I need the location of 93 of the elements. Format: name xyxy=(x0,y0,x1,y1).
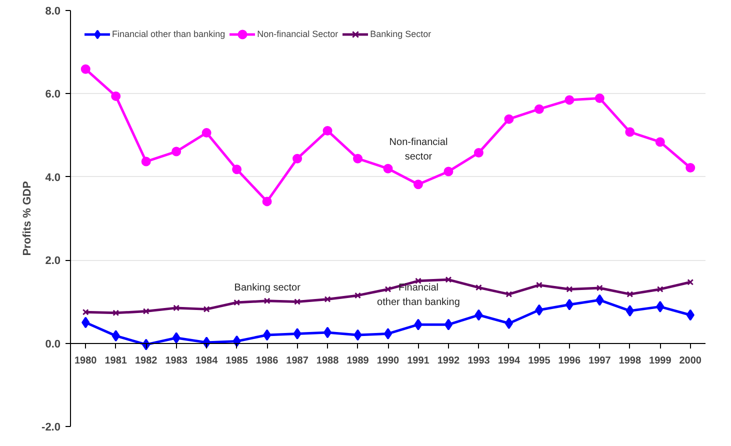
x-tick-label: 1991 xyxy=(407,355,430,366)
x-tick-label: 1989 xyxy=(346,355,370,366)
y-tick-label: -2.0 xyxy=(42,422,61,434)
point xyxy=(596,284,603,292)
point xyxy=(444,166,454,176)
point xyxy=(626,290,634,298)
point xyxy=(262,329,272,341)
x-tick-label: 1996 xyxy=(558,355,581,366)
y-tick-label: 0.0 xyxy=(45,338,61,350)
point xyxy=(655,137,665,147)
point xyxy=(474,309,483,321)
point xyxy=(596,294,604,306)
annotation: Banking sector xyxy=(234,282,302,294)
x-tick-label: 1985 xyxy=(226,355,248,366)
x-tick-label: 1994 xyxy=(498,355,521,366)
point xyxy=(354,292,361,299)
point xyxy=(112,330,120,342)
point xyxy=(564,95,574,105)
point xyxy=(173,304,180,312)
x-tick-label: 1981 xyxy=(104,355,128,366)
point xyxy=(413,180,423,190)
point xyxy=(264,298,270,304)
point xyxy=(142,308,150,314)
point xyxy=(535,304,544,316)
point xyxy=(565,298,574,310)
point xyxy=(687,278,694,286)
point xyxy=(566,286,573,292)
point xyxy=(656,286,664,292)
point xyxy=(141,156,151,166)
point xyxy=(323,326,332,338)
point xyxy=(80,64,90,74)
point xyxy=(444,318,453,330)
point xyxy=(504,318,514,330)
point xyxy=(686,163,696,172)
y-tick-label: 6.0 xyxy=(45,88,61,101)
x-tick-label: 1980 xyxy=(74,355,98,366)
point xyxy=(625,127,635,137)
x-tick-label: 1983 xyxy=(165,355,188,366)
point xyxy=(594,94,604,104)
x-tick-label: 1987 xyxy=(286,355,309,366)
x-tick-label: 1992 xyxy=(437,355,460,366)
point xyxy=(234,299,240,306)
point xyxy=(111,91,121,101)
y-tick-label: 4.0 xyxy=(45,172,61,184)
legend-label: Non-financial Sector xyxy=(257,29,338,39)
point xyxy=(172,332,180,344)
point xyxy=(475,284,482,291)
x-tick-label: 1984 xyxy=(195,355,218,366)
annotation: Financial other than banking xyxy=(377,282,460,308)
point xyxy=(82,308,89,316)
point xyxy=(384,328,392,340)
x-tick-label: 1988 xyxy=(316,355,340,366)
x-tick-label: 1986 xyxy=(256,355,279,366)
point xyxy=(656,300,664,312)
point xyxy=(414,318,422,330)
point xyxy=(82,316,90,328)
point xyxy=(172,146,182,156)
point xyxy=(202,128,212,138)
point xyxy=(686,309,694,321)
point xyxy=(506,290,512,298)
point xyxy=(384,286,392,292)
y-tick-label: 8.0 xyxy=(45,6,61,18)
y-axis-title: Profits % GDP xyxy=(22,181,34,256)
point xyxy=(232,164,242,174)
x-tick-label: 2000 xyxy=(679,355,702,366)
point xyxy=(474,148,484,158)
legend-label: Financial other than banking xyxy=(112,29,226,39)
y-tick-label: 2.0 xyxy=(45,255,61,268)
point xyxy=(112,310,120,316)
point xyxy=(534,104,544,114)
x-tick-label: 1998 xyxy=(618,355,642,366)
x-tick-label: 1982 xyxy=(134,355,158,366)
point xyxy=(504,114,514,124)
point xyxy=(294,298,301,305)
point xyxy=(293,328,302,340)
legend-label: Banking Sector xyxy=(370,29,432,39)
x-tick-label: 1999 xyxy=(649,355,672,366)
point xyxy=(324,296,331,302)
point xyxy=(536,282,542,288)
point xyxy=(353,154,363,164)
x-tick-label: 1997 xyxy=(588,355,612,366)
point xyxy=(203,306,210,312)
x-tick-label: 1990 xyxy=(376,355,400,366)
point xyxy=(383,164,393,174)
point xyxy=(626,305,634,317)
x-tick-label: 1993 xyxy=(468,355,490,366)
point xyxy=(322,126,332,136)
point xyxy=(292,154,302,164)
point xyxy=(262,196,272,206)
point xyxy=(445,276,452,283)
point xyxy=(354,329,362,341)
x-tick-label: 1995 xyxy=(528,355,551,366)
annotation: Non-financial sector xyxy=(389,137,448,162)
